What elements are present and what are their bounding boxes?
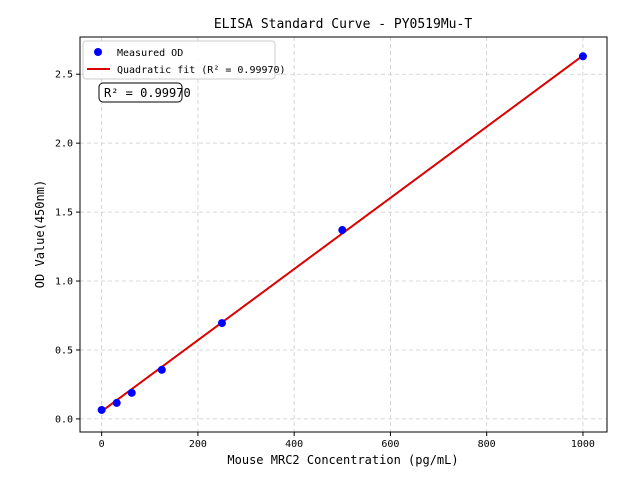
x-axis-label: Mouse MRC2 Concentration (pg/mL) xyxy=(227,453,458,467)
data-point xyxy=(217,319,226,328)
data-point xyxy=(338,226,347,235)
data-point xyxy=(127,388,136,397)
y-tick-label: 2.5 xyxy=(55,70,73,81)
data-point xyxy=(112,398,121,407)
chart-title: ELISA Standard Curve - PY0519Mu-T xyxy=(214,17,472,32)
svg-text:R² = 0.99970: R² = 0.99970 xyxy=(104,86,191,100)
legend-label-measured: Measured OD xyxy=(117,48,183,59)
legend-marker-scatter xyxy=(94,48,102,56)
data-point xyxy=(97,405,106,414)
x-tick-label: 200 xyxy=(189,439,207,450)
x-tick-label: 800 xyxy=(478,439,496,450)
y-tick-label: 1.0 xyxy=(55,277,73,288)
data-point xyxy=(157,365,166,374)
y-tick-label: 2.0 xyxy=(55,139,73,150)
x-tick-label: 1000 xyxy=(571,439,595,450)
data-point xyxy=(578,52,587,61)
y-tick-label: 0.0 xyxy=(55,414,73,425)
legend: Measured OD Quadratic fit (R² = 0.99970) xyxy=(82,40,286,80)
ticks: 0 200 400 600 800 1000 0.0 0.5 1.0 1.5 2.0 2.5 xyxy=(55,70,595,450)
data-points xyxy=(97,52,587,414)
y-axis-label: OD Value(450nm) xyxy=(33,180,47,288)
legend-label-fit: Quadratic fit (R² = 0.99970) xyxy=(117,65,286,76)
y-tick-label: 1.5 xyxy=(55,208,73,219)
plot-frame xyxy=(79,36,608,433)
y-tick-label: 0.5 xyxy=(55,345,73,356)
x-tick-label: 600 xyxy=(381,439,399,450)
r2-annotation: R² = 0.99970 xyxy=(98,82,191,103)
x-tick-label: 400 xyxy=(285,439,303,450)
x-tick-label: 0 xyxy=(99,439,105,450)
